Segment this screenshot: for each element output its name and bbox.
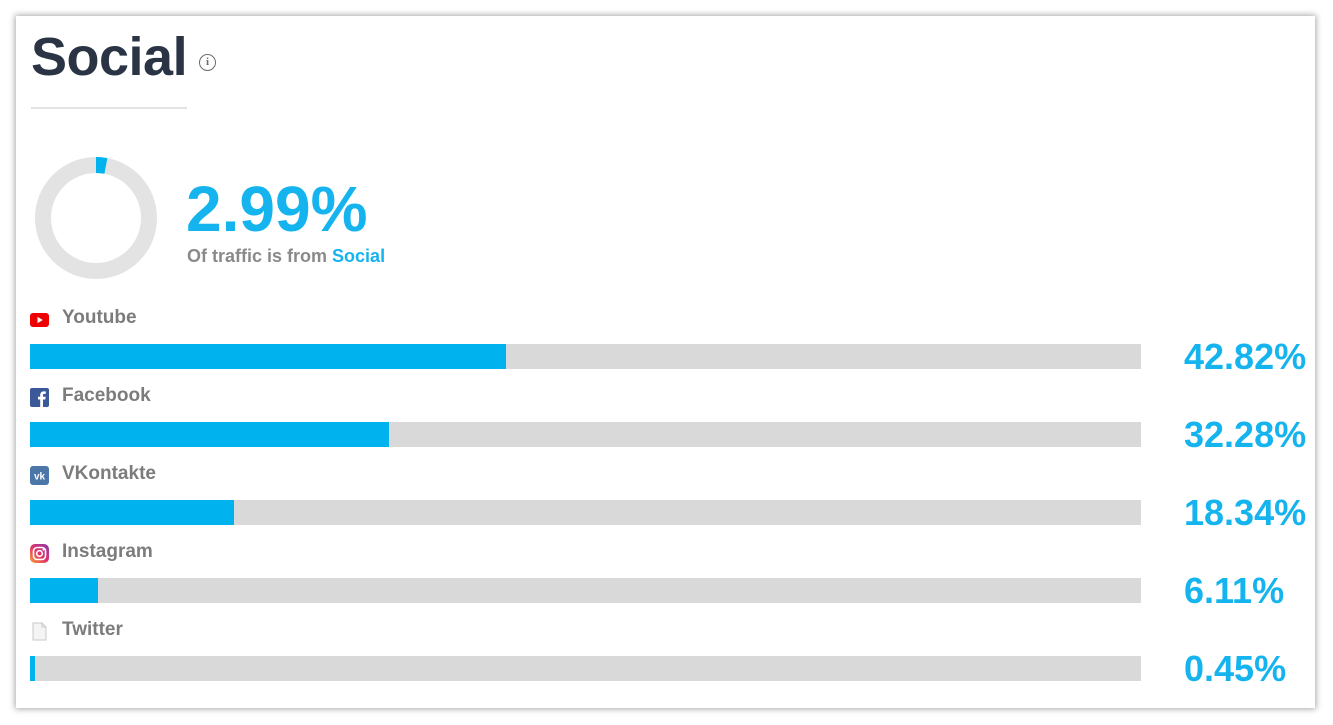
title-underline xyxy=(31,107,187,109)
source-label[interactable]: Instagram xyxy=(62,541,153,562)
youtube-icon xyxy=(30,310,49,329)
social-source-row: Facebook 32.28% xyxy=(30,382,1310,456)
source-label[interactable]: Youtube xyxy=(62,307,137,328)
social-traffic-percentage: 2.99% xyxy=(186,173,368,245)
info-icon[interactable]: i xyxy=(199,54,216,71)
social-source-row: Youtube 42.82% xyxy=(30,304,1310,378)
bar-track xyxy=(30,422,1141,447)
bar-fill xyxy=(30,500,234,525)
widget-title: Social xyxy=(31,27,188,87)
social-traffic-card: Social i 2.99% Of traffic is from Social… xyxy=(16,16,1315,708)
social-source-row: Twitter 0.45% xyxy=(30,616,1310,690)
social-source-row: Instagram 6.11% xyxy=(30,538,1310,612)
instagram-icon xyxy=(30,544,49,563)
donut-track xyxy=(35,157,157,279)
bar-track xyxy=(30,344,1141,369)
bar-track xyxy=(30,656,1141,681)
bar-fill xyxy=(30,344,506,369)
bar-fill xyxy=(30,422,389,447)
vkontakte-icon: vk xyxy=(30,466,49,485)
bar-fill xyxy=(30,656,35,681)
svg-text:vk: vk xyxy=(34,472,46,483)
bar-track xyxy=(30,578,1141,603)
source-percentage: 42.82% xyxy=(1184,336,1307,377)
source-percentage: 18.34% xyxy=(1184,492,1307,533)
source-label[interactable]: VKontakte xyxy=(62,463,156,484)
source-label[interactable]: Facebook xyxy=(62,385,151,406)
summary-source-link[interactable]: Social xyxy=(332,246,386,266)
donut-value-arc xyxy=(35,157,157,279)
summary-text: Of traffic is from xyxy=(187,246,328,266)
summary-caption: Of traffic is from Social xyxy=(187,246,385,267)
source-label[interactable]: Twitter xyxy=(62,619,123,640)
source-percentage: 6.11% xyxy=(1184,570,1285,611)
traffic-share-donut xyxy=(35,157,157,279)
source-percentage: 32.28% xyxy=(1184,414,1307,455)
source-percentage: 0.45% xyxy=(1184,648,1287,689)
bar-fill xyxy=(30,578,98,603)
generic-page-icon xyxy=(30,622,49,641)
facebook-icon xyxy=(30,388,49,407)
bar-track xyxy=(30,500,1141,525)
social-source-row: vk VKontakte 18.34% xyxy=(30,460,1310,534)
